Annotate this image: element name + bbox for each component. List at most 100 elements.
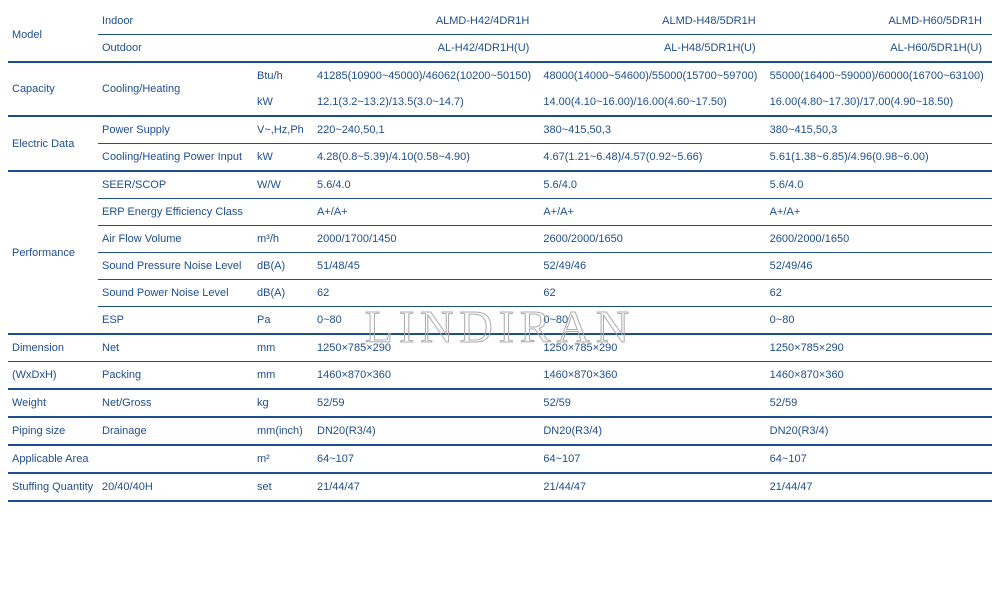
- indoor-label: Indoor: [98, 8, 313, 35]
- cell-val: DN20(R3/4): [766, 417, 992, 445]
- cell-val: 220~240,50,1: [313, 116, 539, 144]
- dim-row-0: Dimension Net mm 1250×785×290 1250×785×2…: [8, 334, 992, 362]
- weight-row: Weight Net/Gross kg 52/59 52/59 52/59: [8, 389, 992, 417]
- capacity-param: Cooling/Heating: [98, 62, 253, 116]
- cell-val: 1250×785×290: [766, 334, 992, 362]
- piping-label: Piping size: [8, 417, 98, 445]
- cell-val: 5.6/4.0: [539, 171, 765, 199]
- cell-unit: dB(A): [253, 253, 313, 280]
- cell-val: 380~415,50,3: [539, 116, 765, 144]
- cell-param: Power Supply: [98, 116, 253, 144]
- cell-param: Cooling/Heating Power Input: [98, 144, 253, 172]
- cell-val: 0~80: [766, 307, 992, 335]
- cell-val: 1460×870×360: [766, 362, 992, 390]
- outdoor-val-1: AL-H48/5DR1H(U): [539, 35, 765, 63]
- spec-table: Model Indoor ALMD-H42/4DR1H ALMD-H48/5DR…: [8, 8, 992, 502]
- cell-val: 2600/2000/1650: [539, 226, 765, 253]
- area-row: Applicable Area m² 64~107 64~107 64~107: [8, 445, 992, 473]
- cell-param: ESP: [98, 307, 253, 335]
- cell-val: 1460×870×360: [313, 362, 539, 390]
- area-label: Applicable Area: [8, 445, 253, 473]
- cell-param: Net: [98, 334, 253, 362]
- cell-param: Drainage: [98, 417, 253, 445]
- cell-val: A+/A+: [766, 199, 992, 226]
- cell-val: 5.61(1.38~6.85)/4.96(0.98~6.00): [766, 144, 992, 172]
- dimension-label2: (WxDxH): [8, 362, 98, 390]
- cell-unit: mm(inch): [253, 417, 313, 445]
- cell-val: 1250×785×290: [313, 334, 539, 362]
- cell-val: 21/44/47: [766, 473, 992, 501]
- cell-val: 41285(10900~45000)/46062(10200~50150): [313, 62, 539, 89]
- cell-unit: m²: [253, 445, 313, 473]
- cell-val: 1460×870×360: [539, 362, 765, 390]
- cell-unit: mm: [253, 334, 313, 362]
- cell-unit: kW: [253, 144, 313, 172]
- outdoor-val-2: AL-H60/5DR1H(U): [766, 35, 992, 63]
- cell-val: 21/44/47: [539, 473, 765, 501]
- cell-unit: set: [253, 473, 313, 501]
- piping-row: Piping size Drainage mm(inch) DN20(R3/4)…: [8, 417, 992, 445]
- cell-val: 52/59: [313, 389, 539, 417]
- electric-label: Electric Data: [8, 116, 98, 171]
- cell-param: ERP Energy Efficiency Class: [98, 199, 253, 226]
- indoor-val-0: ALMD-H42/4DR1H: [313, 8, 539, 35]
- cell-val: 0~80: [313, 307, 539, 335]
- cell-val: 52/59: [766, 389, 992, 417]
- stuffing-row: Stuffing Quantity 20/40/40H set 21/44/47…: [8, 473, 992, 501]
- cell-val: 64~107: [766, 445, 992, 473]
- cell-unit: dB(A): [253, 280, 313, 307]
- electric-row-0: Electric Data Power Supply V~,Hz,Ph 220~…: [8, 116, 992, 144]
- cell-unit: [253, 199, 313, 226]
- cell-val: A+/A+: [313, 199, 539, 226]
- cell-val: 51/48/45: [313, 253, 539, 280]
- cell-val: DN20(R3/4): [313, 417, 539, 445]
- cell-unit: kg: [253, 389, 313, 417]
- performance-label: Performance: [8, 171, 98, 334]
- cell-val: 0~80: [539, 307, 765, 335]
- perf-row-2: Air Flow Volume m³/h 2000/1700/1450 2600…: [8, 226, 992, 253]
- model-label: Model: [8, 8, 98, 62]
- perf-row-0: Performance SEER/SCOP W/W 5.6/4.0 5.6/4.…: [8, 171, 992, 199]
- weight-label: Weight: [8, 389, 98, 417]
- cell-unit: Pa: [253, 307, 313, 335]
- cell-val: DN20(R3/4): [539, 417, 765, 445]
- cell-val: 21/44/47: [313, 473, 539, 501]
- cell-val: 55000(16400~59000)/60000(16700~63100): [766, 62, 992, 89]
- perf-row-3: Sound Pressure Noise Level dB(A) 51/48/4…: [8, 253, 992, 280]
- dimension-label: Dimension: [8, 334, 98, 362]
- cell-val: 52/59: [539, 389, 765, 417]
- electric-row-1: Cooling/Heating Power Input kW 4.28(0.8~…: [8, 144, 992, 172]
- perf-row-5: ESP Pa 0~80 0~80 0~80: [8, 307, 992, 335]
- cell-val: 14.00(4.10~16.00)/16.00(4.60~17.50): [539, 89, 765, 116]
- bottom-border: [8, 501, 992, 502]
- cell-param: SEER/SCOP: [98, 171, 253, 199]
- cell-val: 62: [313, 280, 539, 307]
- capacity-label: Capacity: [8, 62, 98, 116]
- cell-param: 20/40/40H: [98, 473, 253, 501]
- header-indoor-row: Model Indoor ALMD-H42/4DR1H ALMD-H48/5DR…: [8, 8, 992, 35]
- cell-val: 4.28(0.8~5.39)/4.10(0.58~4.90): [313, 144, 539, 172]
- cell-unit: mm: [253, 362, 313, 390]
- cell-val: 62: [766, 280, 992, 307]
- indoor-val-1: ALMD-H48/5DR1H: [539, 8, 765, 35]
- cell-param: Net/Gross: [98, 389, 253, 417]
- cell-val: 62: [539, 280, 765, 307]
- cell-val: 4.67(1.21~6.48)/4.57(0.92~5.66): [539, 144, 765, 172]
- cell-val: 52/49/46: [766, 253, 992, 280]
- cell-unit: m³/h: [253, 226, 313, 253]
- cell-param: Air Flow Volume: [98, 226, 253, 253]
- dim-row-1: (WxDxH) Packing mm 1460×870×360 1460×870…: [8, 362, 992, 390]
- cell-val: 64~107: [539, 445, 765, 473]
- stuffing-label: Stuffing Quantity: [8, 473, 98, 501]
- perf-row-4: Sound Power Noise Level dB(A) 62 62 62: [8, 280, 992, 307]
- cell-val: 2000/1700/1450: [313, 226, 539, 253]
- outdoor-label: Outdoor: [98, 35, 313, 63]
- cell-val: 5.6/4.0: [313, 171, 539, 199]
- outdoor-val-0: AL-H42/4DR1H(U): [313, 35, 539, 63]
- indoor-val-2: ALMD-H60/5DR1H: [766, 8, 992, 35]
- cell-param: Sound Power Noise Level: [98, 280, 253, 307]
- cell-val: 48000(14000~54600)/55000(15700~59700): [539, 62, 765, 89]
- cell-unit: Btu/h: [253, 62, 313, 89]
- cell-param: Sound Pressure Noise Level: [98, 253, 253, 280]
- cell-val: 1250×785×290: [539, 334, 765, 362]
